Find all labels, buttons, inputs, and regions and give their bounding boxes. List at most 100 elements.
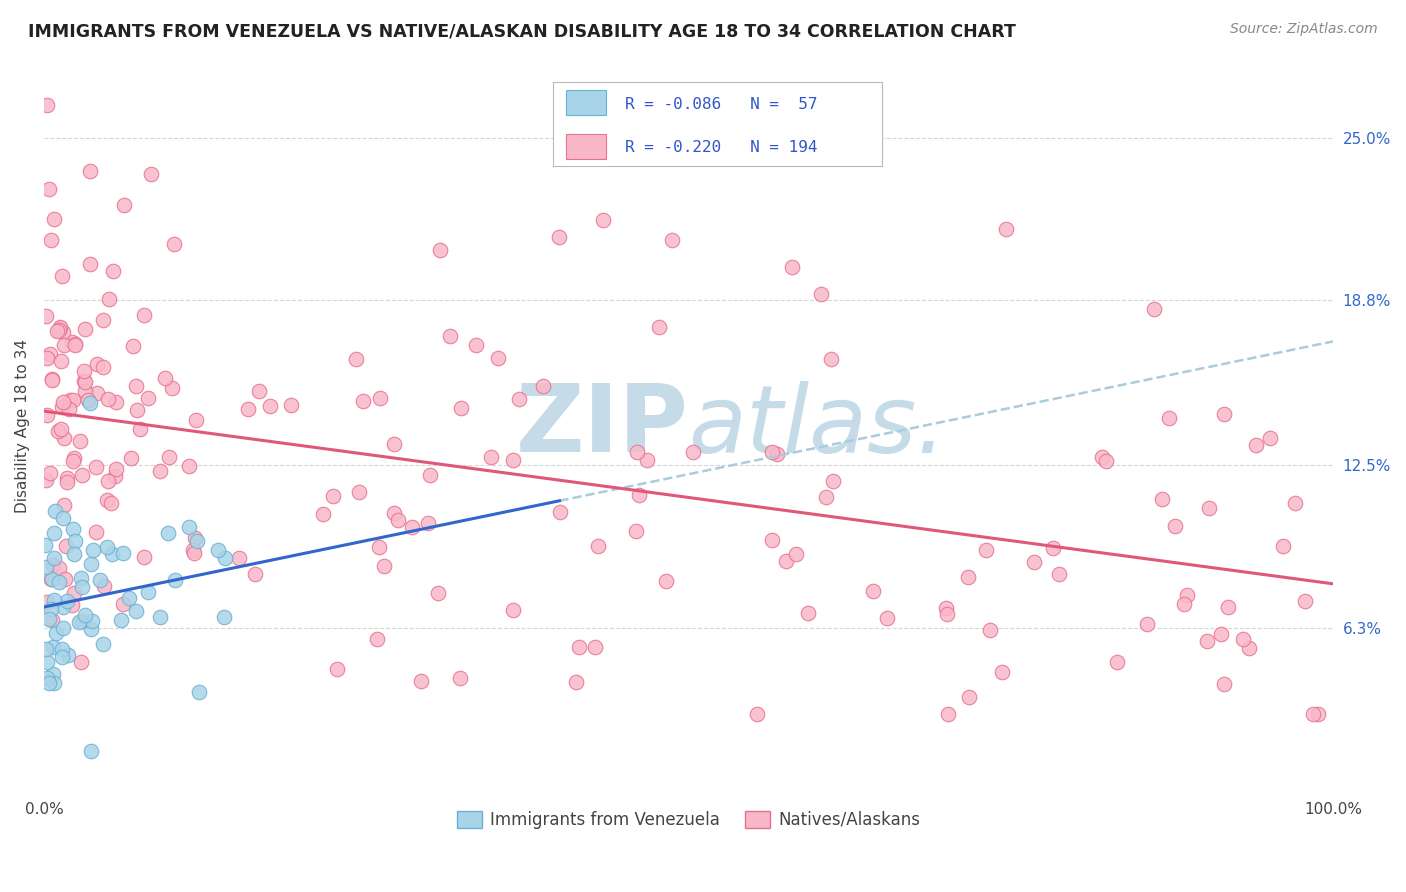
Point bbox=[1216, 599, 1239, 614]
Point bbox=[73, 608, 96, 623]
Point bbox=[73, 375, 96, 389]
Point bbox=[429, 244, 451, 258]
Point bbox=[73, 375, 96, 389]
Point bbox=[73, 384, 96, 398]
Point bbox=[990, 665, 1012, 679]
Point bbox=[862, 584, 884, 599]
Point bbox=[249, 384, 271, 398]
Point bbox=[648, 319, 671, 334]
Point bbox=[588, 539, 610, 553]
Point bbox=[48, 320, 70, 334]
Point bbox=[101, 547, 124, 561]
Point bbox=[162, 237, 184, 252]
Point bbox=[70, 571, 93, 585]
Point bbox=[53, 432, 76, 446]
Point bbox=[373, 559, 395, 574]
Point bbox=[46, 424, 69, 438]
Point bbox=[486, 351, 509, 366]
Point bbox=[1157, 410, 1180, 425]
Point bbox=[56, 475, 79, 490]
Point bbox=[465, 337, 488, 351]
Point bbox=[177, 520, 200, 534]
Point bbox=[439, 328, 461, 343]
Point bbox=[259, 399, 281, 413]
Y-axis label: Disability Age 18 to 34: Disability Age 18 to 34 bbox=[15, 339, 30, 513]
Point bbox=[149, 464, 172, 478]
Point bbox=[957, 570, 980, 584]
Point bbox=[1142, 301, 1164, 316]
Point bbox=[52, 326, 75, 340]
Point bbox=[1271, 539, 1294, 553]
Point bbox=[207, 542, 229, 557]
Point bbox=[655, 574, 678, 588]
Point bbox=[104, 469, 127, 483]
Point bbox=[42, 211, 65, 226]
Point bbox=[1306, 707, 1329, 722]
Point bbox=[48, 561, 70, 575]
Point bbox=[1209, 627, 1232, 641]
Point bbox=[63, 337, 86, 351]
Point bbox=[37, 671, 59, 685]
Point bbox=[89, 573, 111, 587]
Point bbox=[110, 613, 132, 627]
Point bbox=[184, 413, 207, 427]
Point bbox=[38, 182, 60, 196]
Point bbox=[564, 674, 586, 689]
Point bbox=[51, 400, 73, 414]
Point bbox=[35, 98, 58, 112]
Point bbox=[1022, 555, 1045, 569]
Point bbox=[785, 547, 807, 561]
Point bbox=[35, 655, 58, 669]
Point bbox=[53, 498, 76, 512]
Point bbox=[1258, 431, 1281, 445]
Point bbox=[35, 309, 58, 323]
Point bbox=[661, 233, 683, 247]
Point bbox=[60, 334, 83, 349]
Point bbox=[761, 533, 783, 547]
Point bbox=[38, 347, 60, 361]
Point bbox=[628, 488, 651, 502]
Point bbox=[820, 352, 842, 367]
Point bbox=[44, 526, 66, 541]
Point bbox=[86, 357, 108, 371]
Point bbox=[56, 471, 79, 485]
Point bbox=[134, 549, 156, 564]
Point bbox=[35, 642, 58, 657]
Point bbox=[782, 260, 804, 274]
Point bbox=[79, 164, 101, 178]
Point bbox=[139, 167, 162, 181]
Point bbox=[120, 451, 142, 466]
Text: IMMIGRANTS FROM VENEZUELA VS NATIVE/ALASKAN DISABILITY AGE 18 TO 34 CORRELATION : IMMIGRANTS FROM VENEZUELA VS NATIVE/ALAS… bbox=[28, 22, 1017, 40]
Point bbox=[41, 233, 63, 247]
Point bbox=[125, 378, 148, 392]
Point bbox=[51, 268, 73, 283]
Point bbox=[37, 595, 59, 609]
Point bbox=[56, 648, 79, 662]
Point bbox=[502, 453, 524, 467]
Point bbox=[156, 526, 179, 541]
Point bbox=[626, 445, 648, 459]
Point bbox=[186, 533, 208, 548]
Point bbox=[624, 524, 647, 538]
Point bbox=[93, 579, 115, 593]
Point bbox=[1136, 616, 1159, 631]
Point bbox=[73, 364, 96, 378]
Point bbox=[70, 614, 93, 628]
Point bbox=[1237, 640, 1260, 655]
Point bbox=[1232, 632, 1254, 647]
Point bbox=[76, 393, 98, 408]
Point bbox=[184, 531, 207, 545]
Point bbox=[136, 584, 159, 599]
Point bbox=[63, 338, 86, 352]
Point bbox=[796, 607, 818, 621]
Point bbox=[1105, 655, 1128, 669]
Point bbox=[1198, 500, 1220, 515]
Point bbox=[568, 640, 591, 654]
Point bbox=[228, 551, 250, 566]
Point bbox=[34, 538, 56, 552]
Point bbox=[41, 640, 63, 655]
Point bbox=[39, 467, 62, 481]
Point bbox=[63, 585, 86, 599]
Point bbox=[382, 506, 405, 520]
Point bbox=[153, 371, 176, 385]
